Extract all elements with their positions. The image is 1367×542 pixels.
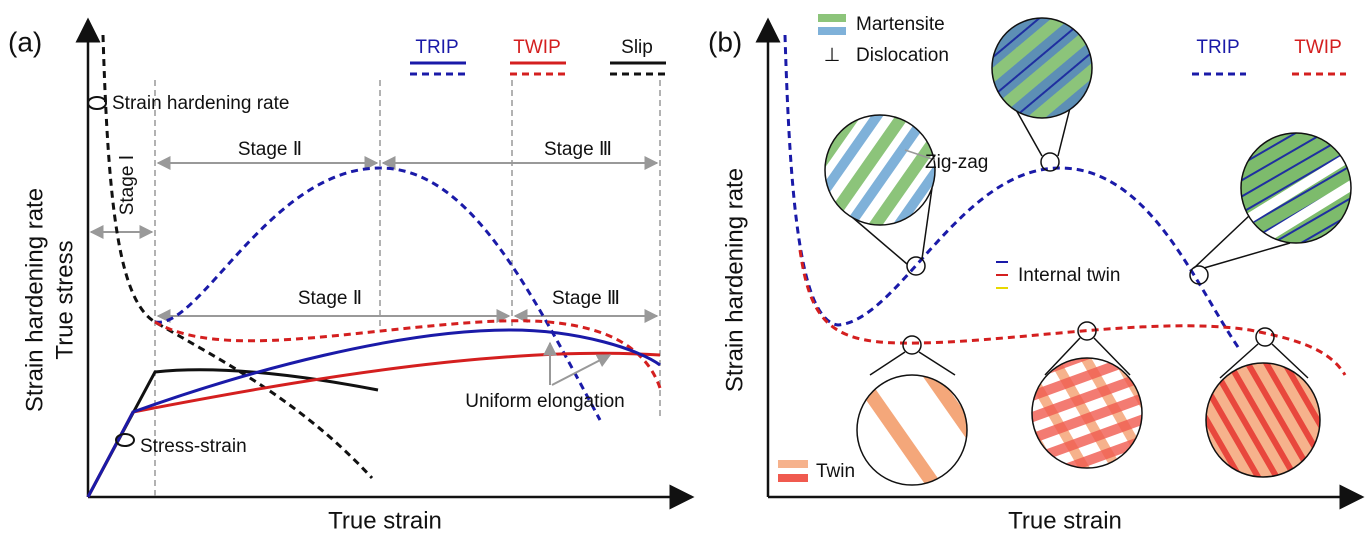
y-label: True stress bbox=[51, 240, 78, 359]
y-label: Strain hardening rate bbox=[21, 188, 48, 412]
panel-label: (a) bbox=[8, 26, 42, 57]
stage-label: Stage Ⅰ bbox=[117, 155, 138, 216]
annotation: Stress-strain bbox=[140, 436, 247, 457]
legend-label: TRIP bbox=[1196, 37, 1239, 58]
x-label: True strain bbox=[328, 507, 442, 534]
legend-symbol: ⊥ bbox=[824, 45, 841, 66]
stage-label: Stage Ⅲ bbox=[552, 288, 620, 309]
legend-label: Twin bbox=[816, 461, 855, 482]
stage-label: Stage Ⅲ bbox=[544, 139, 612, 160]
legend-label: Slip bbox=[621, 37, 653, 58]
panel-b: (b) Strain hardening rate True strain TR… bbox=[708, 14, 1362, 534]
stage-label: Stage Ⅱ bbox=[238, 139, 302, 160]
legend-label: TRIP bbox=[415, 37, 458, 58]
legend-label: Martensite bbox=[856, 14, 945, 35]
panel-a: (a) Strain hardening rate True stress Tr… bbox=[8, 20, 692, 534]
x-label: True strain bbox=[1008, 507, 1122, 534]
legend-label: TWIP bbox=[513, 37, 561, 58]
figure: (a) Strain hardening rate True stress Tr… bbox=[0, 0, 1367, 537]
legend-label: TWIP bbox=[1294, 37, 1342, 58]
annotation: Zig-zag bbox=[925, 152, 988, 173]
stage-label: Stage Ⅱ bbox=[298, 288, 362, 309]
annotation: Strain hardening rate bbox=[112, 93, 289, 114]
annotation: Uniform elongation bbox=[465, 391, 624, 412]
annotation: Internal twin bbox=[1018, 265, 1120, 286]
y-label: Strain hardening rate bbox=[721, 168, 748, 392]
legend-label: Dislocation bbox=[856, 45, 949, 66]
panel-label: (b) bbox=[708, 26, 742, 57]
